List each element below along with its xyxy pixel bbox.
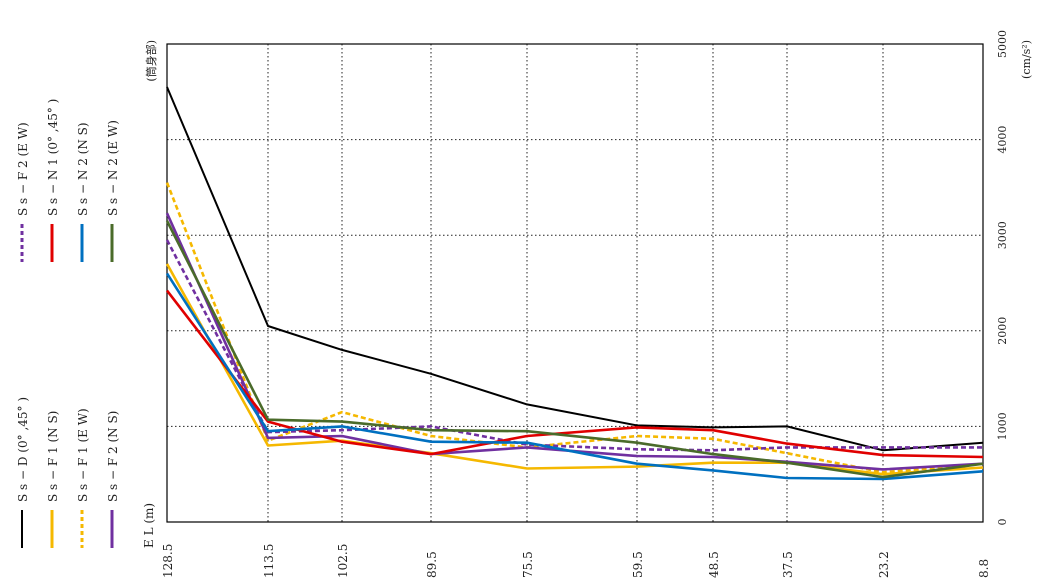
x-tick-label: 113.5 [262, 544, 276, 578]
plot-frame [166, 43, 984, 523]
x-tick-labels: 128.5 113.5 102.5 89.5 75.5 59.5 48.5 37.5 23.2 8… [161, 544, 991, 578]
x-tick-label: 37.5 [781, 551, 795, 578]
y-tick-label: 0 [996, 519, 1009, 526]
y-tick-labels: 0 1000 2000 3000 4000 5000 [996, 30, 1009, 526]
series-line-5 [165, 239, 983, 452]
legend: S s − D (0° ,45° ) S s − F 1 (N S) S s − F… [16, 99, 120, 548]
series-lines [165, 86, 984, 481]
y-tick-label: 5000 [996, 30, 1009, 58]
x-tick-label: 89.5 [425, 551, 439, 578]
x-tick-label: 48.5 [707, 551, 721, 578]
x-tick-label: 102.5 [336, 544, 350, 578]
series-line-2 [165, 263, 984, 476]
legend-label-5: S s − F 2 (E W) [16, 122, 30, 216]
y-tick-label: 1000 [996, 412, 1009, 440]
legend-label-4: S s − F 2 (N S) [106, 411, 120, 502]
y-unit-label: (cm/s²) [1020, 40, 1033, 79]
x-tick-label: 23.2 [877, 551, 891, 578]
x-axis-label: E L (m) [142, 503, 156, 548]
x-tick-label: 59.5 [631, 551, 645, 578]
series-line-3 [165, 182, 984, 474]
x-tick-label: 128.5 [161, 544, 175, 578]
series-line-8 [165, 220, 984, 479]
legend-label-3: S s − F 1 (E W) [76, 408, 90, 502]
legend-label-2: S s − F 1 (N S) [46, 411, 60, 502]
legend-label-1: S s − D (0° ,45° ) [16, 397, 30, 502]
legend-label-6: S s − N 1 (0° ,45° ) [46, 99, 60, 216]
series-line-7 [165, 272, 984, 481]
y-tick-label: 3000 [996, 221, 1009, 249]
legend-label-8: S s − N 2 (E W) [106, 120, 120, 216]
y-tick-label: 2000 [996, 317, 1009, 345]
series-line-4 [165, 212, 984, 471]
x-tick-label: 8.8 [977, 559, 991, 578]
x-tick-label: 75.5 [521, 551, 535, 578]
section-note: (筒身部) [144, 40, 158, 82]
y-tick-label: 4000 [996, 126, 1009, 154]
series-line-6 [165, 289, 984, 459]
series-line-1 [166, 86, 984, 452]
legend-label-7: S s − N 2 (N S) [76, 122, 90, 216]
